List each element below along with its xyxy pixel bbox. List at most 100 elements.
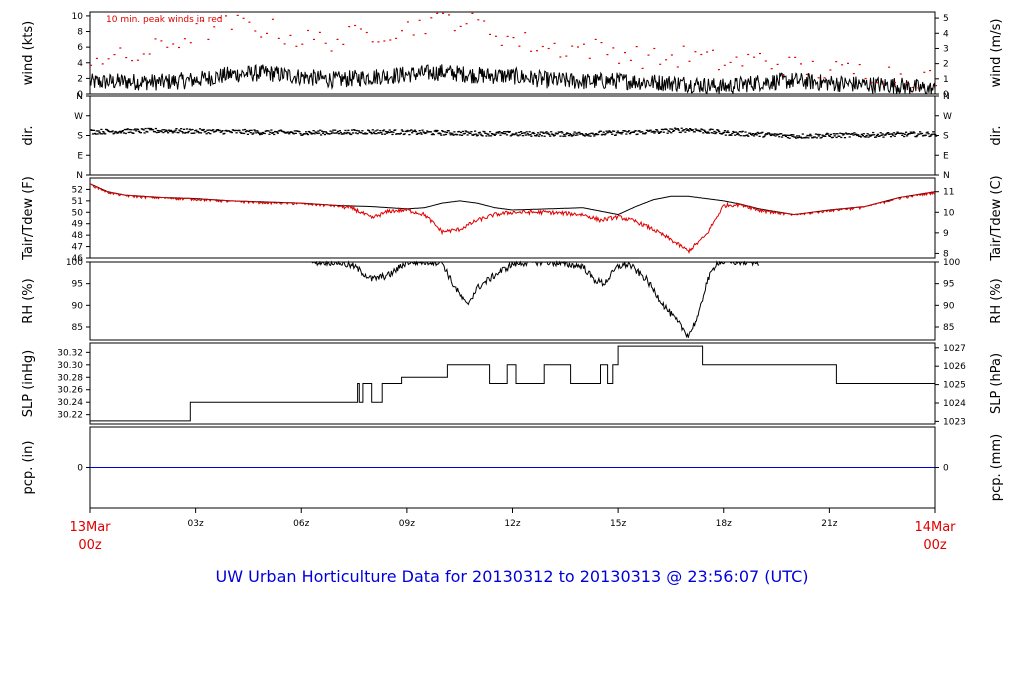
- y-tick-label-right-wind: 1: [943, 75, 949, 85]
- wind-direction-point: [106, 130, 110, 132]
- peak-wind-point: [201, 20, 204, 22]
- wind-direction-point: [556, 133, 559, 135]
- wind-direction-point: [319, 129, 322, 131]
- peak-wind-point: [612, 47, 615, 49]
- wind-direction-point: [351, 129, 354, 131]
- wind-direction-point: [386, 131, 389, 133]
- wind-direction-point: [350, 133, 353, 136]
- x-end-label-time: 00z: [923, 538, 947, 553]
- wind-direction-point: [337, 133, 341, 135]
- peak-wind-point: [354, 24, 357, 27]
- wind-direction-point: [523, 132, 526, 134]
- wind-direction-point: [324, 131, 327, 133]
- wind-direction-point: [733, 131, 736, 133]
- wind-direction-point: [706, 131, 710, 133]
- peak-wind-point: [448, 14, 450, 16]
- wind-direction-point: [144, 127, 147, 130]
- y-tick-label-rh: 95: [72, 280, 83, 290]
- wind-direction-point: [935, 135, 938, 137]
- y-tick-label-wind: 2: [77, 74, 83, 84]
- wind-direction-point: [889, 136, 893, 138]
- wind-direction-point: [525, 131, 528, 133]
- wind-direction-point: [866, 133, 869, 135]
- wind-direction-point: [488, 135, 491, 137]
- peak-wind-point: [154, 38, 157, 40]
- wind-direction-point: [764, 134, 767, 136]
- wind-direction-point: [322, 131, 325, 133]
- peak-wind-point: [600, 42, 603, 44]
- wind-direction-point: [282, 130, 285, 133]
- peak-wind-point: [230, 28, 233, 30]
- wind-direction-point: [679, 131, 682, 134]
- wind-direction-point: [615, 132, 618, 134]
- wind-direction-point: [838, 135, 841, 137]
- wind-direction-point: [160, 131, 163, 133]
- peak-wind-point: [659, 63, 662, 65]
- peak-wind-point: [571, 45, 574, 47]
- wind-direction-point: [597, 133, 600, 136]
- wind-direction-point: [925, 132, 928, 134]
- wind-direction-point: [156, 129, 159, 132]
- wind-direction-point: [540, 135, 543, 137]
- wind-direction-point: [668, 131, 671, 133]
- wind-direction-point: [621, 131, 624, 134]
- wind-direction-point: [689, 128, 692, 130]
- wind-direction-point: [436, 129, 439, 132]
- wind-direction-point: [238, 129, 241, 131]
- wind-direction-point: [364, 132, 367, 134]
- wind-direction-point: [442, 130, 445, 133]
- peak-wind-point: [694, 51, 697, 53]
- wind-direction-point: [730, 134, 733, 136]
- wind-direction-point: [752, 135, 756, 137]
- wind-direction-point: [445, 131, 448, 134]
- wind-direction-point: [369, 131, 372, 134]
- peak-wind-point: [377, 41, 380, 43]
- y-label-right-rh: RH (%): [989, 278, 1004, 323]
- wind-direction-point: [216, 129, 219, 131]
- peak-wind-point: [553, 42, 556, 44]
- peak-wind-point: [318, 31, 321, 33]
- wind-direction-point: [252, 132, 255, 134]
- wind-direction-point: [619, 132, 622, 134]
- wind-direction-point: [785, 134, 788, 136]
- wind-direction-point: [419, 132, 422, 134]
- wind-direction-point: [174, 129, 177, 131]
- wind-direction-point: [371, 129, 374, 131]
- wind-direction-point: [493, 134, 496, 136]
- wind-direction-point: [821, 134, 824, 136]
- wind-direction-point: [463, 132, 466, 135]
- wind-direction-point: [490, 135, 493, 137]
- wind-direction-point: [290, 131, 294, 133]
- wind-direction-point: [835, 136, 838, 139]
- peak-wind-point: [676, 66, 679, 68]
- y-tick-label-right-rh: 95: [943, 280, 954, 290]
- wind-direction-point: [179, 130, 182, 132]
- x-tick-label: 21z: [821, 519, 837, 529]
- wind-direction-point: [476, 134, 479, 136]
- wind-direction-point: [139, 132, 142, 134]
- wind-direction-point: [180, 128, 183, 130]
- wind-direction-point: [799, 136, 802, 138]
- wind-direction-point: [736, 133, 739, 135]
- wind-direction-point: [703, 129, 706, 131]
- wind-direction-point: [704, 130, 707, 132]
- wind-direction-point: [426, 130, 429, 132]
- wind-direction-point: [919, 131, 922, 133]
- wind-direction-point: [271, 132, 274, 134]
- wind-direction-point: [931, 133, 934, 135]
- y-tick-label-temperature: 52: [72, 185, 83, 195]
- wind-direction-point: [408, 134, 411, 136]
- peak-wind-point: [723, 64, 726, 66]
- wind-direction-point: [417, 132, 420, 135]
- air-temperature-line: [89, 183, 936, 216]
- peak-wind-point: [395, 37, 398, 39]
- wind-direction-point: [586, 133, 589, 136]
- x-tick-label: 15z: [610, 519, 626, 529]
- wind-direction-point: [538, 133, 541, 135]
- wind-direction-point: [501, 132, 504, 134]
- wind-direction-point: [694, 128, 697, 130]
- x-start-label-date: 13Mar: [69, 520, 111, 535]
- wind-direction-point: [97, 130, 100, 132]
- y-tick-label-slp: 30.30: [57, 361, 83, 371]
- wind-direction-point: [751, 133, 755, 135]
